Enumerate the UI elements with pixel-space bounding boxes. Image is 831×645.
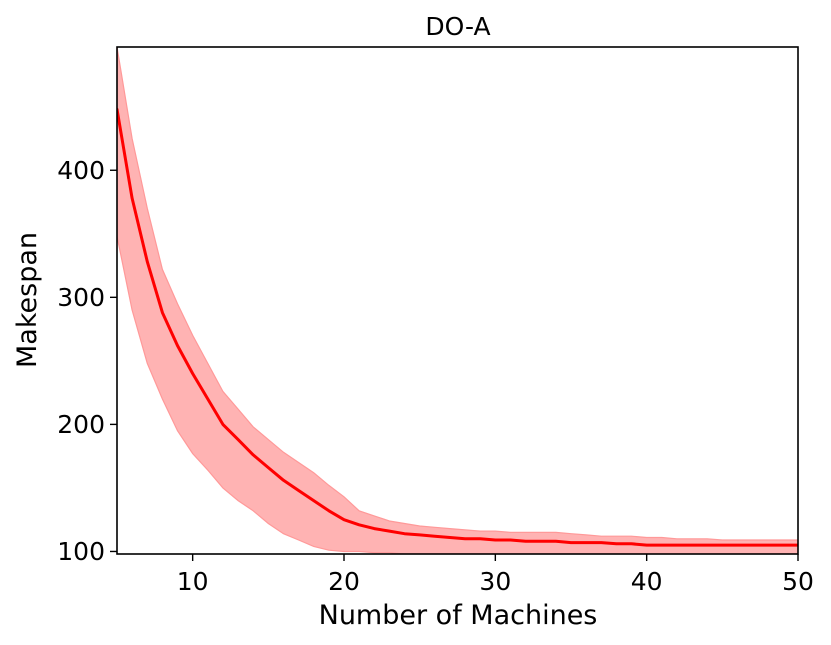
- x-tick-label: 30: [479, 567, 511, 596]
- series-line-0: [117, 107, 798, 547]
- x-axis-ticks: 10 20 30 40 50: [177, 554, 814, 596]
- plot-area: [117, 47, 798, 554]
- x-tick-label: 20: [328, 567, 360, 596]
- x-axis-title: Number of Machines: [319, 600, 598, 631]
- y-tick-label: 300: [57, 283, 105, 312]
- y-axis-ticks: 100 200 300 400: [57, 156, 117, 566]
- x-tick-label: 40: [631, 567, 663, 596]
- y-tick-label: 100: [57, 537, 105, 566]
- y-tick-label: 200: [57, 410, 105, 439]
- confidence-band-0: [117, 47, 798, 554]
- x-tick-label: 50: [782, 567, 814, 596]
- y-tick-label: 400: [57, 156, 105, 185]
- chart-title: DO-A: [425, 12, 490, 41]
- y-axis-title: Makespan: [12, 232, 43, 368]
- x-tick-label: 10: [177, 567, 209, 596]
- plot-series-group: [117, 47, 798, 554]
- plot-frame: [116, 46, 799, 555]
